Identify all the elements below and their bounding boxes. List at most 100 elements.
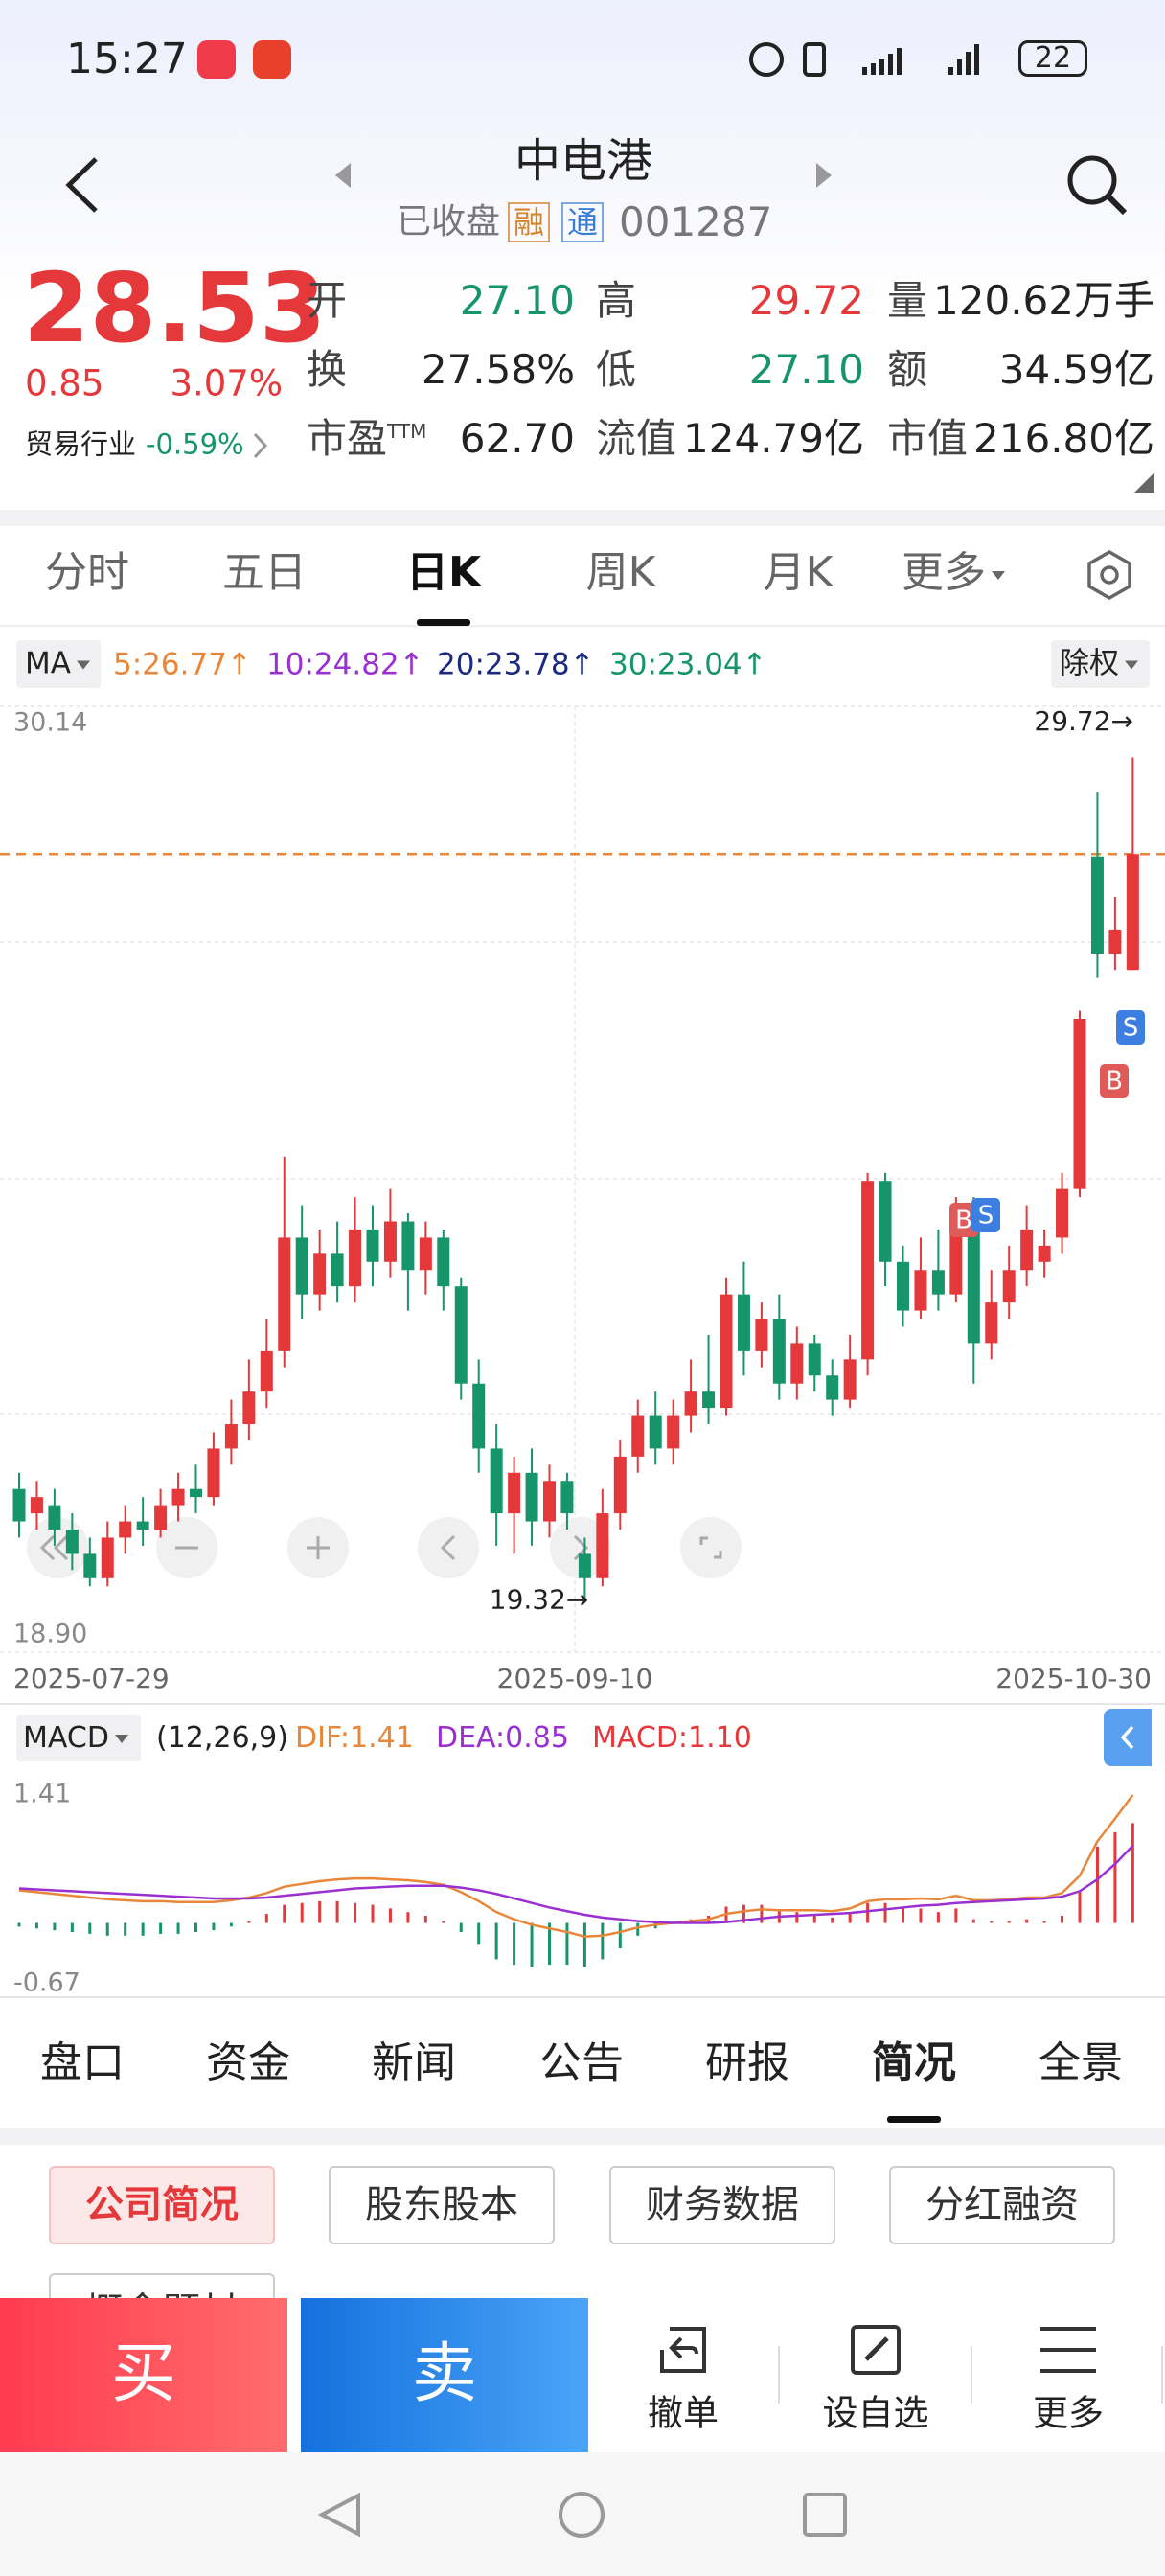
sell-label[interactable]: 卖 <box>411 2336 478 2412</box>
industry-arrow[interactable] <box>251 431 270 460</box>
tab-underline <box>417 619 470 626</box>
period-tab[interactable]: 更多 <box>902 552 1005 594</box>
divider <box>0 625 1165 627</box>
ma-label-text: MA <box>25 646 71 681</box>
expand-corner[interactable] <box>1134 473 1154 493</box>
info-tab[interactable]: 盘口 <box>40 2038 125 2087</box>
sell-button[interactable] <box>301 2298 588 2452</box>
sub-button[interactable] <box>889 2166 1115 2244</box>
candle-body <box>843 1359 857 1400</box>
candle-body <box>437 1237 450 1287</box>
y-tick-label: 30.14 <box>13 708 87 738</box>
sub-button-label[interactable]: 分红融资 <box>925 2183 1079 2227</box>
field-label: 流值 <box>596 415 677 462</box>
period-tab[interactable]: 月K <box>763 548 834 597</box>
action-label[interactable]: 撤单 <box>648 2392 719 2434</box>
nav-recent[interactable] <box>803 2493 847 2537</box>
period-tab[interactable]: 周K <box>585 548 656 597</box>
candle-body <box>154 1505 168 1530</box>
candle-body <box>1126 854 1139 971</box>
nav-icons <box>317 2492 847 2538</box>
ma-label[interactable]: MA <box>25 646 90 681</box>
more-icon[interactable] <box>1037 2323 1100 2377</box>
period-tab[interactable]: 分时 <box>45 548 129 597</box>
field-value: 34.59亿 <box>998 346 1154 393</box>
sub-button-label[interactable]: 财务数据 <box>646 2183 799 2227</box>
nav-bar <box>0 2452 1165 2576</box>
x-tick-label: 2025-07-29 <box>13 1663 170 1694</box>
dropdown-arrow <box>76 660 90 670</box>
watchlist-icon[interactable] <box>847 2321 904 2379</box>
field-value: 29.72 <box>748 277 864 324</box>
separator <box>778 2346 780 2404</box>
candle-body <box>454 1286 468 1384</box>
candle-body <box>242 1392 256 1425</box>
sub-button-label[interactable]: 股东股本 <box>365 2183 518 2227</box>
settings-icon[interactable] <box>1083 548 1136 602</box>
collapse-tab[interactable] <box>1104 1709 1152 1766</box>
candle-body <box>30 1497 43 1514</box>
field-label: 市值 <box>887 415 969 462</box>
candle-body <box>702 1392 716 1409</box>
dropdown-arrow <box>992 570 1005 580</box>
sub-button-label[interactable]: 公司简况 <box>85 2183 239 2227</box>
control-button[interactable] <box>550 1517 611 1578</box>
industry-pct: -0.59% <box>146 427 244 461</box>
candle-body <box>207 1448 220 1498</box>
control-button[interactable] <box>680 1517 742 1578</box>
ma-legend-item: 20:23.78↑ <box>437 647 595 682</box>
candle-body <box>65 1530 79 1554</box>
battery-level: 22 <box>1034 41 1072 75</box>
candle-body <box>967 1213 980 1344</box>
trade-marker <box>1116 1010 1145 1045</box>
field-label-sup: TTM <box>387 420 427 443</box>
search-icon[interactable] <box>1062 150 1131 218</box>
info-tab[interactable]: 公告 <box>539 2038 624 2087</box>
nav-home[interactable] <box>559 2492 605 2538</box>
trade-marker-label: S <box>1123 1014 1139 1043</box>
period-tab[interactable]: 日K <box>405 548 482 597</box>
info-tab[interactable]: 全景 <box>1039 2038 1123 2087</box>
candle-body <box>772 1319 786 1384</box>
info-tab[interactable]: 简况 <box>872 2038 956 2087</box>
candle-body <box>1020 1229 1034 1271</box>
candle-body <box>790 1343 804 1384</box>
field-value: 120.62万手 <box>933 277 1154 324</box>
info-tab[interactable]: 研报 <box>705 2038 789 2087</box>
sub-button[interactable] <box>329 2166 555 2244</box>
field-value: 124.79亿 <box>683 415 864 462</box>
trade-marker-label: S <box>978 1202 994 1230</box>
back-icon[interactable] <box>57 153 105 217</box>
info-tab[interactable]: 资金 <box>206 2038 290 2087</box>
buy-label[interactable]: 买 <box>110 2336 177 2412</box>
period-tab[interactable]: 五日 <box>222 548 307 597</box>
candle-body <box>419 1237 432 1271</box>
candle-body <box>401 1221 415 1271</box>
action-label[interactable]: 更多 <box>1033 2392 1104 2434</box>
buy-button[interactable] <box>0 2298 287 2452</box>
action-label[interactable]: 设自选 <box>822 2392 929 2434</box>
stock-name: 中电港 <box>514 134 653 188</box>
sub-button[interactable] <box>49 2166 275 2244</box>
nav-back[interactable] <box>317 2492 360 2538</box>
next-stock[interactable] <box>812 161 835 190</box>
prev-stock[interactable] <box>331 161 354 190</box>
status-icons <box>749 42 979 77</box>
cancel-icon[interactable] <box>654 2321 712 2379</box>
candle-body <box>578 1553 591 1578</box>
dropdown-arrow <box>1125 660 1138 670</box>
control-button[interactable] <box>418 1517 479 1578</box>
info-tab[interactable]: 新闻 <box>372 2038 456 2087</box>
candle-body <box>649 1415 662 1449</box>
macd-label[interactable]: MACD <box>23 1724 128 1753</box>
field-value: 62.70 <box>459 415 575 462</box>
candle-body <box>560 1481 574 1514</box>
sub-button[interactable] <box>609 2166 835 2244</box>
app-icon <box>253 40 291 79</box>
adjust-label[interactable]: 除权 <box>1060 649 1138 679</box>
trade-marker-label: B <box>1106 1068 1123 1096</box>
dropdown-arrow <box>114 1735 128 1743</box>
price-change-pct: 3.07% <box>170 362 283 404</box>
industry: 贸易行业 <box>25 427 137 461</box>
